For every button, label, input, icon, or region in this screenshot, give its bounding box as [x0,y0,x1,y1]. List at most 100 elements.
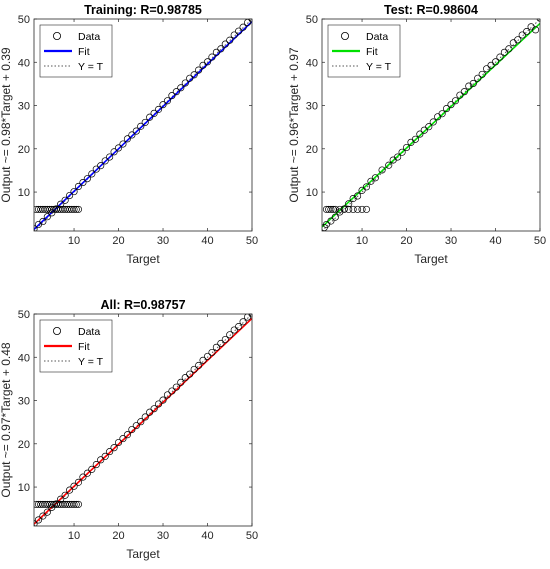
legend-marker-data [53,326,62,335]
data-point [70,188,78,196]
data-point [385,161,393,169]
identity-line [34,19,252,231]
data-point [137,122,145,130]
subplot-2: 10 20 30 40 50 10 20 30 40 50 Test: R=0.98604 Targe… [287,3,546,266]
data-point [394,153,402,161]
y-tick-label: 30 [306,101,318,113]
x-tick-label: 10 [68,530,80,542]
data-point [141,413,149,421]
data-point [221,40,229,48]
x-tick-label: 30 [445,235,457,247]
data-point [172,88,180,96]
data-point [79,473,87,481]
data-point [514,36,522,44]
data-point [72,205,80,213]
y-tick-label: 40 [18,57,30,69]
data-point [443,105,451,113]
x-axis-label: Target [126,547,160,561]
legend-label: Data [78,326,100,338]
legend-label: Fit [78,46,90,58]
data-point [190,365,198,373]
data-point [402,143,411,152]
data-point [128,131,136,139]
data-point [371,174,379,182]
y-tick-label: 20 [18,439,30,451]
data-point [411,135,419,143]
data-point [367,177,375,185]
data-point [190,71,198,79]
x-tick-label: 50 [246,530,258,542]
data-point [155,105,163,113]
y-tick-label: 50 [18,309,30,321]
x-tick-label: 20 [400,235,412,247]
data-point [478,70,486,78]
y-tick-label: 50 [18,14,30,26]
legend: Data Fit Y = T [327,24,401,78]
identity-line [322,19,540,231]
data-point [491,58,500,66]
data-point [349,205,357,213]
data-point [163,97,172,105]
data-point [70,205,78,213]
data-point [168,92,176,100]
y-tick-label: 10 [18,187,30,199]
data-point [119,140,127,148]
data-point [83,469,91,477]
y-axis-label: Output ~= 0.96*Target + 0.97 [287,47,301,202]
subplot-3: 10 20 30 40 50 10 20 30 40 50 All: R=0.98757 Target… [0,298,258,561]
legend-label: Y = T [78,356,104,368]
data-point [74,500,83,508]
data-point [61,491,69,499]
legend: Data Fit Y = T [39,24,113,78]
y-tick-label: 30 [18,396,30,408]
x-tick-label: 50 [534,235,546,247]
data-point [362,183,371,191]
legend-marker-data [53,32,62,41]
x-tick-label: 30 [157,530,169,542]
data-point [226,331,234,339]
data-point [181,79,189,87]
data-point [217,339,225,347]
data-point [150,109,158,117]
legend-marker-data [340,32,349,41]
fit-line [34,317,252,525]
data-point [186,370,194,378]
x-tick-label: 40 [201,235,213,247]
data-point [83,175,91,183]
legend-label: Fit [78,341,90,353]
data-point [358,186,366,194]
data-point [438,110,446,118]
data-point [172,383,180,391]
data-point [199,61,207,69]
data-point [331,213,339,221]
data-point [212,343,220,351]
data-point [322,220,330,229]
legend-label: Data [366,31,388,43]
data-point [235,322,243,331]
data-point [146,408,154,416]
data-point [101,452,109,460]
data-point [354,192,362,200]
data-point [34,516,42,524]
data-point [150,405,158,413]
x-tick-label: 10 [68,235,80,247]
y-tick-label: 20 [306,144,318,156]
data-point [101,157,109,165]
data-point [451,97,460,105]
data-point [72,500,80,508]
y-tick-label: 10 [18,482,30,494]
data-point [92,165,100,173]
data-point [487,61,495,69]
data-point [230,31,238,39]
data-point [39,217,47,226]
data-point [110,444,118,452]
x-tick-label: 30 [157,235,169,247]
data-point [195,361,203,370]
data-point [331,205,339,213]
data-point [168,387,176,395]
data-point [345,205,353,213]
data-point [132,127,140,135]
data-point [221,335,229,344]
data-point [123,135,131,143]
